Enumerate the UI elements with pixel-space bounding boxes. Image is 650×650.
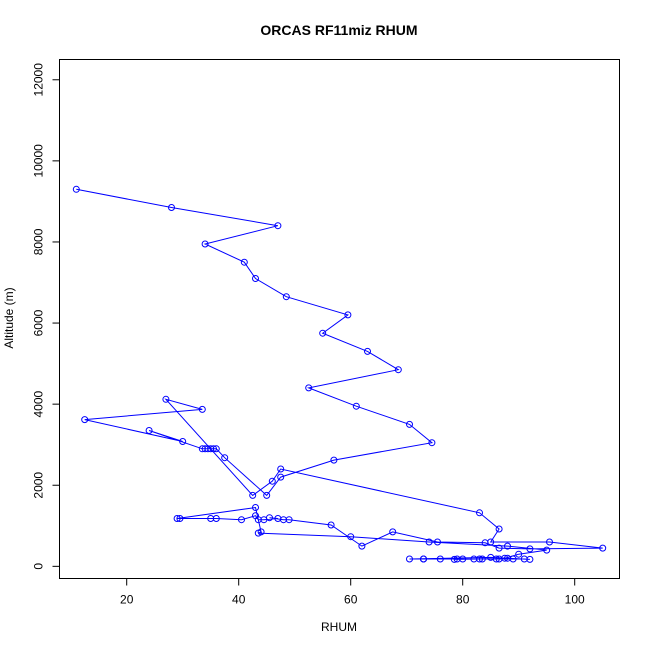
data-point: [274, 222, 282, 230]
y-axis: 0 2000 4000 6000 8000 10000 12000: [32, 63, 60, 570]
y-tick-label: 0: [32, 563, 46, 570]
data-point: [347, 533, 355, 541]
data-point: [434, 538, 441, 546]
data-point: [406, 420, 413, 428]
y-tick-label: 2000: [32, 472, 46, 499]
data-point: [406, 555, 413, 563]
data-point: [274, 515, 282, 522]
data-point: [168, 204, 175, 211]
data-point: [436, 555, 444, 563]
data-point: [252, 512, 259, 520]
data-point: [495, 525, 503, 533]
data-point: [282, 293, 290, 301]
data-point: [201, 445, 209, 453]
data-point: [277, 465, 285, 473]
data-point: [162, 395, 170, 403]
x-tick-label: 80: [456, 593, 470, 607]
data-point: [249, 491, 257, 499]
data-point: [394, 366, 402, 374]
data-point: [330, 456, 338, 464]
data-point: [358, 542, 366, 550]
data-point: [240, 258, 248, 266]
data-point: [450, 555, 458, 563]
chart-title: ORCAS RF11miz RHUM: [260, 22, 417, 38]
data-point: [478, 555, 486, 563]
data-point: [509, 555, 517, 563]
data-point: [389, 528, 397, 536]
data-point: [198, 445, 206, 453]
data-point: [327, 521, 335, 529]
data-point: [277, 473, 285, 481]
series-line: [76, 188, 603, 560]
y-tick-label: 6000: [32, 309, 46, 336]
plot-frame: [59, 59, 620, 579]
data-point: [72, 185, 80, 193]
x-axis-label: RHUM: [321, 620, 357, 634]
series-rhum: [72, 185, 607, 563]
data-point: [487, 553, 495, 561]
y-tick-label: 8000: [32, 228, 46, 255]
data-point: [599, 544, 607, 552]
data-point: [352, 402, 360, 410]
data-point: [428, 439, 436, 447]
data-point: [526, 555, 534, 563]
data-point: [495, 555, 503, 563]
data-point: [207, 515, 215, 522]
data-point: [453, 555, 461, 563]
data-point: [221, 454, 229, 462]
data-point: [268, 477, 276, 485]
data-point: [252, 275, 259, 282]
data-point: [263, 491, 271, 499]
data-point: [201, 240, 209, 248]
data-point: [425, 538, 433, 546]
data-point: [364, 347, 371, 355]
data-point: [305, 384, 313, 392]
data-point: [198, 405, 206, 413]
data-point: [515, 550, 523, 558]
data-point: [238, 516, 245, 524]
y-tick-label: 4000: [32, 390, 46, 417]
data-point: [420, 555, 427, 563]
data-point: [319, 329, 327, 337]
data-point: [252, 504, 259, 511]
y-tick-label: 10000: [32, 144, 46, 178]
data-point: [495, 544, 503, 552]
data-point: [145, 427, 153, 434]
data-point: [476, 555, 483, 563]
x-tick-label: 100: [565, 593, 585, 607]
data-point: [543, 546, 551, 554]
data-point: [504, 542, 511, 550]
data-point: [526, 545, 534, 553]
data-point: [81, 416, 89, 424]
x-tick-label: 20: [120, 593, 134, 607]
data-point: [179, 438, 187, 445]
data-point: [546, 538, 553, 546]
data-point: [254, 529, 262, 537]
data-point: [173, 515, 181, 522]
y-tick-label: 12000: [32, 63, 46, 97]
data-point: [476, 509, 483, 517]
data-point: [176, 515, 184, 522]
x-tick-label: 40: [232, 593, 246, 607]
x-tick-label: 60: [344, 593, 358, 607]
data-point: [481, 539, 489, 547]
data-point: [344, 311, 352, 319]
y-axis-label: Altitude (m): [2, 287, 16, 348]
x-axis: 20 40 60 80 100: [120, 578, 585, 607]
